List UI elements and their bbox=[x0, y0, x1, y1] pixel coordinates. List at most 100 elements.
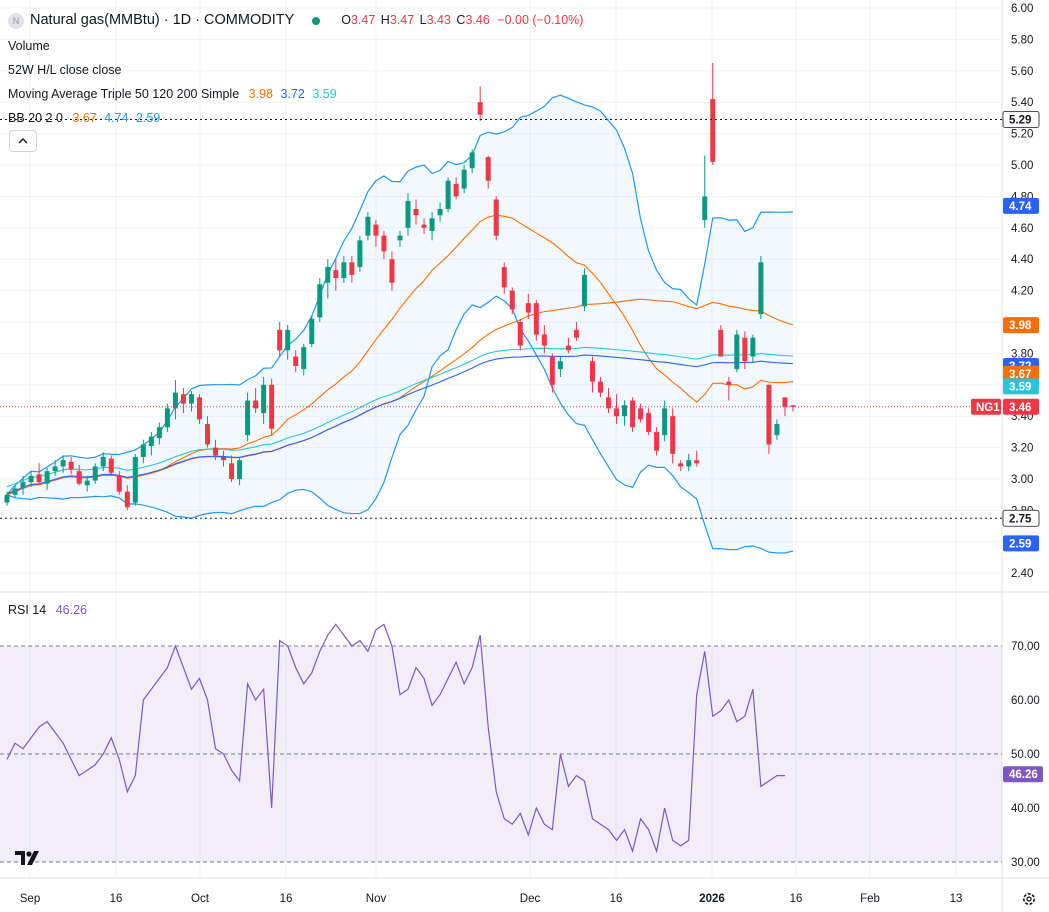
candle-body bbox=[533, 303, 539, 335]
bb-label[interactable]: BB 20 2 0 bbox=[8, 111, 63, 125]
ma200-line bbox=[6, 346, 793, 488]
time-tick-label: Sep bbox=[20, 893, 40, 905]
volume-legend[interactable]: Volume bbox=[8, 38, 50, 54]
price-axis[interactable]: 6.005.805.605.405.205.004.804.604.404.20… bbox=[1011, 3, 1040, 869]
price-tag: 2.75 bbox=[1002, 509, 1040, 527]
candle-body bbox=[790, 405, 796, 407]
price-tag-label: 2.75 bbox=[1009, 513, 1032, 525]
price-tag: 3.59 bbox=[1003, 378, 1039, 395]
moving-averages bbox=[6, 298, 794, 496]
time-axis[interactable]: Sep 16 Oct 16 Nov Dec 16 2026 16 Feb 13 bbox=[20, 893, 963, 905]
candle bbox=[606, 387, 611, 414]
candle bbox=[614, 394, 620, 425]
candle bbox=[710, 62, 716, 165]
candle-body bbox=[180, 394, 186, 404]
symbol-title[interactable]: Natural gas(MMBtu) · 1D · COMMODITY bbox=[30, 12, 295, 28]
candle-body bbox=[317, 284, 323, 318]
candle-body bbox=[662, 408, 668, 436]
bb-upper-value: 4.74 bbox=[104, 111, 129, 125]
price-tick-label: 6.00 bbox=[1011, 3, 1033, 15]
candle-body bbox=[172, 392, 178, 409]
candle-body bbox=[557, 361, 563, 370]
candle-body bbox=[100, 457, 106, 467]
price-tag: 3.46 bbox=[1003, 398, 1039, 415]
low-value: 3.43 bbox=[426, 13, 451, 27]
candle bbox=[549, 353, 555, 393]
candle-body bbox=[229, 463, 235, 479]
price-tick-label: 4.40 bbox=[1011, 254, 1033, 266]
collapse-legend-button[interactable] bbox=[9, 130, 37, 152]
close-label: C bbox=[456, 13, 466, 27]
hl52-label[interactable]: 52W H/L close close bbox=[8, 63, 122, 77]
bb-legend[interactable]: BB 20 2 0 3.67 4.74 2.59 bbox=[8, 110, 160, 126]
candle-body bbox=[261, 384, 267, 414]
candle-body bbox=[156, 427, 162, 439]
candle bbox=[172, 380, 178, 420]
candle bbox=[509, 287, 515, 315]
candle-body bbox=[293, 356, 299, 366]
symbol-legend[interactable]: N Natural gas(MMBtu) · 1D · COMMODITY O3.… bbox=[8, 12, 583, 29]
candle bbox=[453, 177, 459, 200]
reference-lines bbox=[0, 118, 1002, 519]
rsi-value: 46.26 bbox=[55, 603, 87, 617]
hl52-legend[interactable]: 52W H/L close close bbox=[8, 62, 121, 78]
symbol-tag-label: NG1 bbox=[976, 402, 1000, 414]
chevron-up-icon bbox=[18, 138, 28, 144]
candle bbox=[638, 403, 644, 423]
candle-body bbox=[60, 460, 66, 467]
rsi-legend[interactable]: RSI 14 46.26 bbox=[8, 602, 87, 618]
volume-label[interactable]: Volume bbox=[8, 39, 50, 53]
rsi-tick-label: 70.00 bbox=[1011, 641, 1040, 653]
rsi-tick-label: 60.00 bbox=[1011, 695, 1040, 707]
candle bbox=[108, 455, 114, 476]
ma120-line bbox=[6, 354, 793, 495]
candle-body bbox=[453, 183, 459, 197]
candle bbox=[12, 485, 18, 498]
ma-label[interactable]: Moving Average Triple 50 120 200 Simple bbox=[8, 87, 240, 101]
candle-body bbox=[148, 436, 154, 447]
rsi-label[interactable]: RSI 14 bbox=[8, 603, 47, 617]
candle bbox=[373, 219, 379, 247]
time-tick-label: 16 bbox=[790, 893, 803, 905]
ma-legend[interactable]: Moving Average Triple 50 120 200 Simple … bbox=[8, 86, 337, 102]
rsi-tick-label: 30.00 bbox=[1011, 857, 1040, 869]
candle bbox=[261, 376, 267, 425]
candle-body bbox=[68, 461, 74, 470]
candle-body bbox=[565, 345, 571, 351]
candle bbox=[164, 403, 170, 432]
candle-body bbox=[686, 460, 692, 467]
candle bbox=[477, 86, 483, 122]
candle-body bbox=[52, 466, 58, 472]
bb-lower-line bbox=[6, 295, 794, 554]
candle-body bbox=[76, 471, 82, 484]
symbol-logo-icon: N bbox=[8, 12, 24, 29]
candle-body bbox=[622, 405, 628, 417]
candle-body bbox=[357, 240, 363, 268]
candle-body bbox=[253, 400, 259, 409]
candle bbox=[646, 408, 652, 436]
candle-body bbox=[573, 329, 579, 338]
price-tag: 2.59 bbox=[1003, 535, 1039, 552]
candle-body bbox=[124, 491, 130, 508]
candle-body bbox=[309, 318, 315, 344]
ma200-value: 3.59 bbox=[312, 87, 337, 101]
price-tick-label: 2.40 bbox=[1011, 568, 1033, 580]
candle bbox=[84, 475, 90, 492]
gear-icon[interactable] bbox=[1020, 890, 1038, 908]
candle-body bbox=[501, 267, 507, 288]
candle-body bbox=[597, 381, 603, 393]
candle bbox=[533, 300, 539, 341]
candle-body bbox=[245, 400, 251, 436]
candle-body bbox=[221, 457, 227, 461]
price-tag-box bbox=[1003, 317, 1039, 334]
price-tick-label: 3.20 bbox=[1011, 443, 1033, 455]
symbol-tag bbox=[971, 398, 1001, 415]
candle bbox=[325, 259, 331, 299]
candle-body bbox=[710, 99, 716, 162]
rsi-pane bbox=[0, 623, 1002, 863]
candle-body bbox=[782, 397, 788, 407]
candle bbox=[116, 471, 122, 495]
candle bbox=[413, 199, 419, 225]
